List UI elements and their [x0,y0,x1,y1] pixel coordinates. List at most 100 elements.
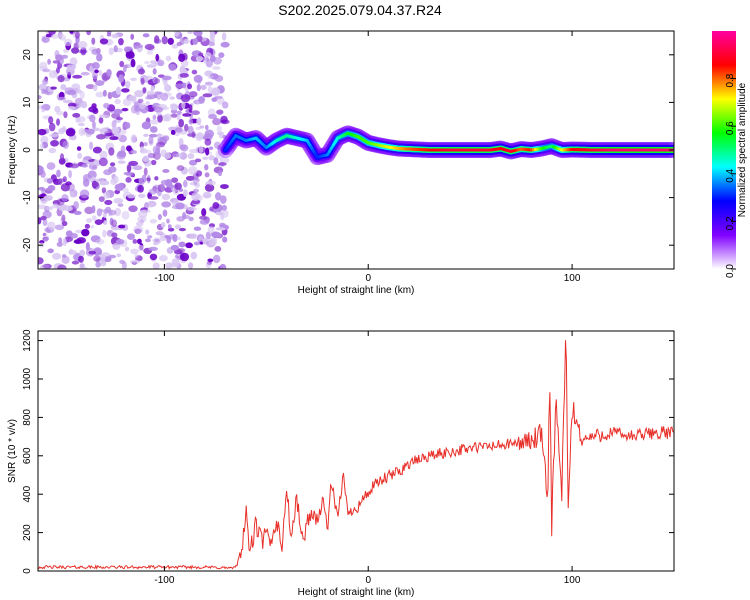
noise-blob [111,219,117,228]
noise-blob [62,237,67,247]
noise-blob [156,92,162,100]
noise-blob [214,245,222,252]
noise-blob [42,219,48,227]
noise-blob [41,103,51,111]
noise-blob [145,229,150,235]
noise-blob [215,227,226,231]
noise-blob [117,203,124,207]
colorbar-tick-label: 0.0 [725,264,736,278]
noise-blob [41,88,46,95]
noise-blob [214,75,224,82]
noise-blob [142,33,150,38]
noise-blob [195,55,204,62]
noise-blob [38,186,46,191]
noise-blob [75,116,81,123]
noise-blob [92,71,98,80]
noise-blob [157,59,165,67]
noise-blob [47,248,54,254]
noise-blob [192,38,198,45]
noise-blob [103,220,108,226]
noise-blob [105,114,109,119]
noise-blob [130,33,135,40]
noise-blob [187,125,194,135]
noise-blob [74,97,84,106]
noise-blob [208,113,218,120]
noise-blob [94,69,99,74]
noise-blob [133,225,144,234]
noise-blob [199,125,205,129]
noise-blob [73,201,80,210]
noise-blob [84,206,94,215]
noise-blob [191,69,198,75]
noise-blob [180,94,191,103]
noise-blob [189,233,199,240]
noise-blob [130,58,136,68]
noise-blob [38,95,42,100]
noise-blob [144,60,150,65]
snr-x-tick-label: 0 [365,575,371,586]
noise-blob [108,166,117,173]
noise-blob [133,41,141,49]
noise-blob [213,157,219,165]
noise-blob [40,197,48,204]
snr-y-axis-label: SNR (10 * v/v) [7,419,18,483]
noise-blob [216,144,222,150]
colorbar-tick-label: 0.8 [725,73,736,87]
noise-blob [202,55,208,65]
noise-blob [196,83,201,92]
noise-blob [176,165,185,171]
noise-blob [57,264,67,269]
colorbar-tick-label: 0.2 [725,216,736,230]
noise-blob [188,104,193,113]
noise-blob [137,244,144,252]
noise-blob [169,103,178,108]
noise-blob [113,108,123,114]
noise-blob [121,88,130,93]
noise-blob [161,75,172,81]
noise-blob [72,74,83,79]
noise-blob [198,145,204,154]
noise-blob [42,68,51,73]
noise-blob [176,41,182,47]
noise-blob [65,181,72,186]
noise-blob [198,52,204,57]
noise-blob [164,84,172,92]
noise-blob [187,153,195,159]
noise-blob [178,227,186,232]
noise-blob [185,242,193,249]
noise-blob [165,55,172,62]
noise-blob [214,95,223,100]
noise-blob [192,179,199,184]
noise-blob [157,114,163,123]
noise-blob [170,244,179,251]
noise-blob [164,113,172,122]
noise-blob [81,228,90,237]
noise-blob [73,239,83,244]
noise-blob [221,32,227,41]
colorbar-tick-label: 0.6 [725,121,736,135]
noise-blob [78,103,87,108]
noise-blob [158,254,168,262]
noise-blob [182,113,192,117]
noise-blob [179,73,189,78]
noise-blob [143,167,148,176]
noise-blob [219,131,224,139]
noise-blob [207,258,214,263]
noise-blob [221,101,229,109]
noise-blob [56,118,60,126]
noise-blob [204,52,212,58]
noise-blob [130,77,137,82]
noise-blob [178,241,186,248]
noise-blob [218,162,227,166]
noise-blob [79,189,90,199]
noise-blob [61,255,70,264]
noise-blob [146,90,155,96]
spectrogram-y-tick-label: -10 [22,190,33,205]
noise-blob [108,254,117,259]
spectrogram-area [38,31,674,269]
noise-blob [38,128,47,136]
noise-blob [98,254,106,262]
noise-blob [52,60,60,64]
noise-blob [167,224,172,229]
